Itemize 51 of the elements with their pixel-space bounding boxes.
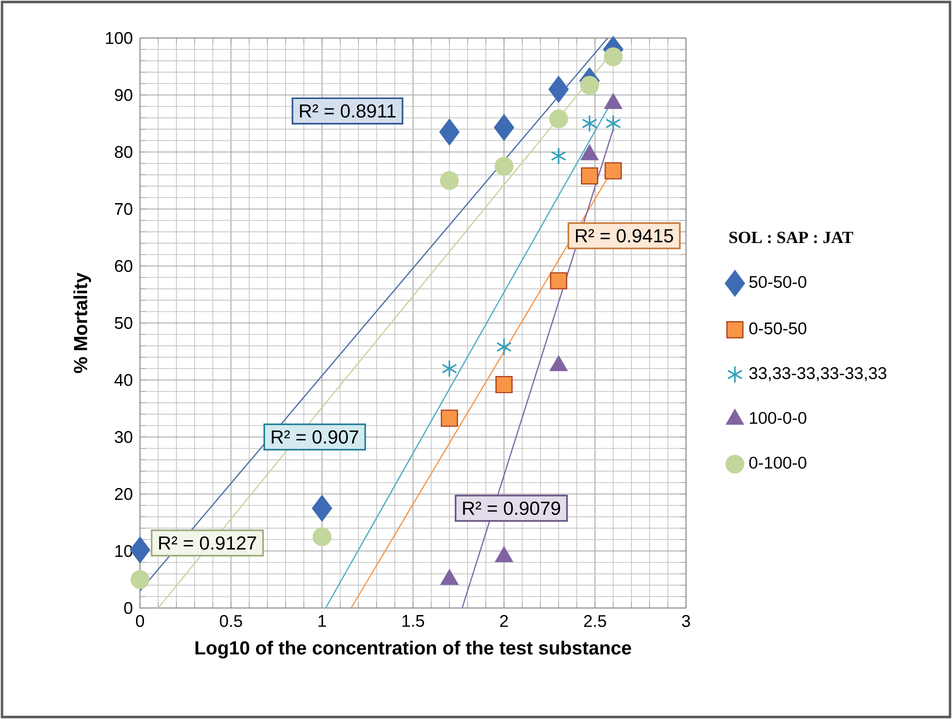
- point: [442, 360, 458, 378]
- legend-label: 0-100-0: [749, 456, 806, 469]
- point: [440, 171, 459, 190]
- point: [605, 114, 621, 132]
- y-tick-label: 90: [114, 89, 132, 101]
- y-tick-label: 60: [115, 260, 132, 272]
- y-tick-label: 40: [114, 374, 132, 386]
- y-tick-label: 0: [124, 602, 132, 614]
- point: [550, 147, 566, 165]
- point: [549, 110, 568, 128]
- annotation: R² = 0.907: [272, 430, 358, 444]
- y-tick-label: 50: [114, 317, 132, 329]
- x-axis-title: Log10 of the concentration of the test substance: [196, 640, 632, 658]
- x-tick-label: 1: [318, 615, 326, 627]
- point: [550, 272, 568, 290]
- x-tick-label: 3: [682, 615, 690, 628]
- x-tick-label: 2: [500, 615, 508, 627]
- legend-label: 33,33-33,33-33,33: [749, 367, 886, 382]
- point: [496, 338, 512, 356]
- y-axis-title: % Mortality: [73, 272, 92, 374]
- y-tick-label: 80: [114, 146, 132, 158]
- legend-label: 0-50-50: [749, 322, 806, 334]
- annotation: R² = 0.8911: [300, 104, 396, 118]
- point: [582, 114, 598, 132]
- y-tick-label: 30: [114, 431, 132, 443]
- x-tick-label: 2.5: [584, 615, 606, 628]
- y-tick-label: 70: [115, 203, 132, 215]
- point: [548, 76, 569, 103]
- point: [604, 162, 622, 180]
- point: [494, 114, 514, 141]
- annotation: R² = 0.9079: [463, 502, 560, 515]
- x-tick-label: 1.5: [402, 615, 424, 627]
- point: [494, 156, 514, 176]
- point: [312, 527, 332, 546]
- legend-label: 50-50-0: [749, 276, 806, 288]
- point: [130, 570, 150, 589]
- annotation: R² = 0.9415: [576, 229, 674, 242]
- legend-title: SOL : SAP : JAT: [729, 232, 854, 244]
- y-tick-label: 20: [114, 488, 132, 500]
- y-tick-label: 100: [106, 32, 132, 44]
- point: [604, 47, 623, 66]
- point: [580, 76, 599, 95]
- point: [439, 118, 460, 146]
- point: [312, 494, 332, 522]
- annotation: R² = 0.9127: [159, 536, 256, 550]
- x-tick-label: 0.5: [220, 615, 242, 628]
- point: [580, 167, 598, 185]
- point: [440, 410, 458, 427]
- point: [495, 376, 513, 394]
- legend-label: 100-0-0: [750, 412, 806, 424]
- x-tick-label: 0: [136, 615, 144, 628]
